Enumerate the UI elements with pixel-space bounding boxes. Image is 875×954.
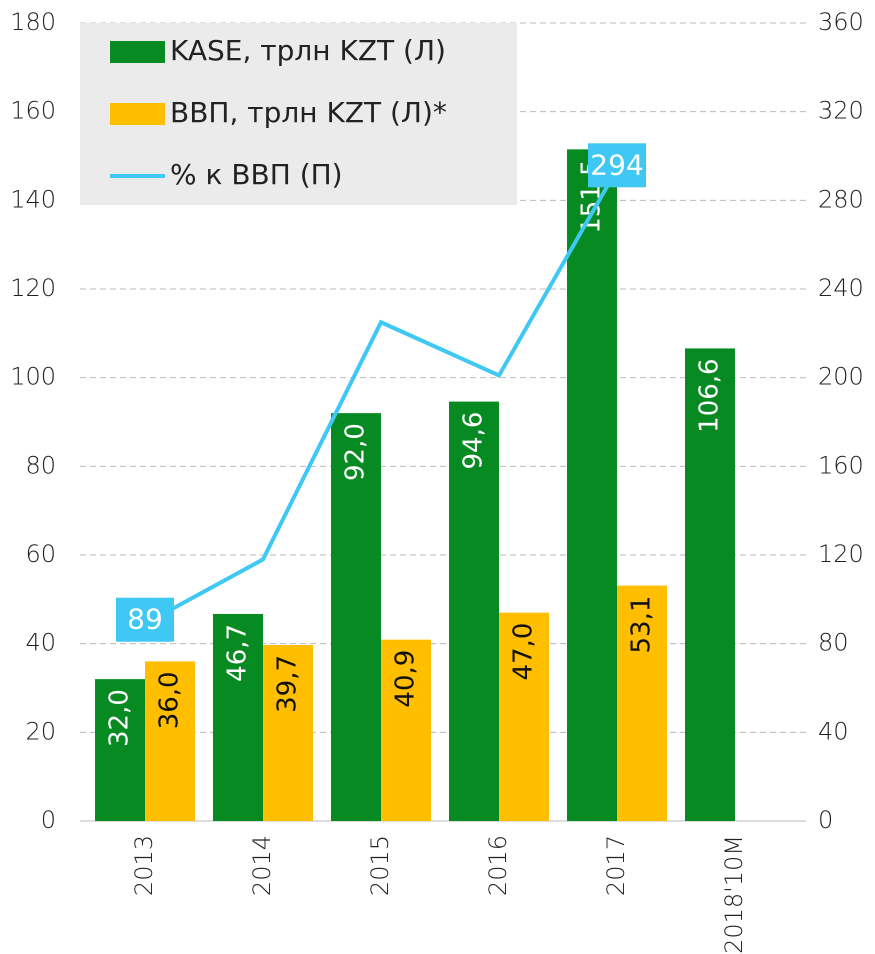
bar bbox=[567, 149, 617, 822]
data-label: 294 bbox=[590, 148, 643, 181]
data-label: 39,7 bbox=[273, 655, 303, 713]
y2-tick-label: 280 bbox=[818, 185, 864, 213]
y2-tick-label: 80 bbox=[818, 629, 849, 657]
bar bbox=[449, 401, 499, 821]
y-tick-label: 100 bbox=[10, 363, 56, 391]
data-label-box bbox=[588, 143, 646, 188]
data-label: 40,9 bbox=[391, 650, 421, 708]
data-label: 53,1 bbox=[627, 596, 657, 654]
x-tick-label: 2017 bbox=[602, 835, 630, 896]
x-tick-label: 2013 bbox=[130, 835, 158, 896]
y-tick-label: 0 bbox=[41, 806, 56, 834]
bar bbox=[263, 644, 313, 821]
x-tick-label: 2014 bbox=[248, 835, 276, 896]
y-tick-label: 120 bbox=[10, 274, 56, 302]
x-tick-label: 2015 bbox=[366, 835, 394, 896]
y2-tick-label: 40 bbox=[818, 717, 849, 745]
bar bbox=[381, 639, 431, 821]
bar bbox=[213, 613, 263, 821]
y-tick-label: 40 bbox=[25, 629, 56, 657]
data-label: 47,0 bbox=[509, 623, 539, 681]
data-label-box bbox=[116, 597, 174, 642]
data-label: 94,6 bbox=[459, 412, 489, 470]
data-label: 36,0 bbox=[155, 671, 185, 729]
data-label: 32,0 bbox=[105, 689, 135, 747]
legend-label: ВВП, трлн KZT (Л)* bbox=[170, 96, 447, 129]
x-tick-label: 2016 bbox=[484, 835, 512, 896]
y-tick-label: 180 bbox=[10, 8, 56, 36]
y2-tick-label: 240 bbox=[818, 274, 864, 302]
bar bbox=[499, 612, 549, 821]
data-label: 46,7 bbox=[223, 624, 253, 682]
data-label: 89 bbox=[127, 603, 163, 636]
bar bbox=[145, 661, 195, 821]
bar bbox=[685, 348, 735, 821]
line bbox=[144, 168, 619, 626]
y-tick-label: 160 bbox=[10, 97, 56, 125]
y-tick-label: 20 bbox=[25, 717, 56, 745]
y-tick-label: 140 bbox=[10, 185, 56, 213]
data-label: 106,6 bbox=[695, 358, 725, 432]
bar bbox=[331, 413, 381, 821]
y2-tick-label: 320 bbox=[818, 97, 864, 125]
bar bbox=[95, 679, 145, 821]
bar bbox=[617, 585, 667, 821]
legend-label: % к ВВП (П) bbox=[170, 158, 343, 191]
y2-tick-label: 200 bbox=[818, 363, 864, 391]
y2-tick-label: 360 bbox=[818, 8, 864, 36]
legend-swatch bbox=[110, 41, 165, 63]
x-tick-label: 2018'10M bbox=[720, 835, 748, 954]
data-label: 92,0 bbox=[341, 423, 371, 481]
y2-tick-label: 120 bbox=[818, 540, 864, 568]
y2-tick-label: 0 bbox=[818, 806, 833, 834]
y2-tick-label: 160 bbox=[818, 451, 864, 479]
legend-label: KASE, трлн KZT (Л) bbox=[170, 34, 446, 67]
y-tick-label: 60 bbox=[25, 540, 56, 568]
y-tick-label: 80 bbox=[25, 451, 56, 479]
legend-swatch bbox=[110, 103, 165, 125]
